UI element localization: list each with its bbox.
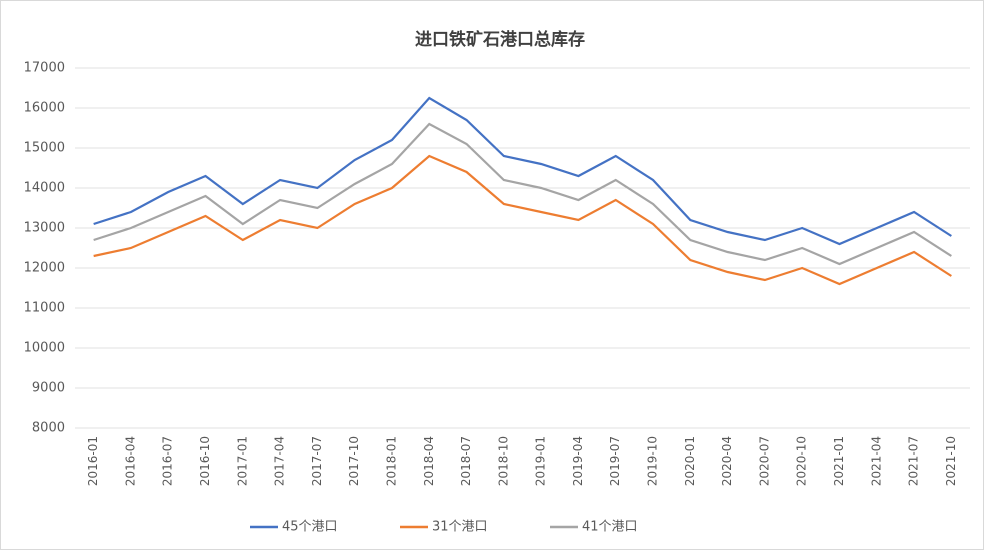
y-tick-label: 9000	[32, 381, 65, 396]
line-series	[93, 154, 952, 286]
y-tick-label: 11000	[24, 301, 65, 316]
y-tick-label: 15000	[24, 141, 65, 156]
x-tick-label: 2020-04	[720, 436, 734, 486]
line-series	[93, 122, 952, 266]
x-tick-label: 2020-01	[683, 436, 697, 486]
x-tick-label: 2018-01	[384, 436, 398, 486]
chart-title: 进口铁矿石港口总库存	[415, 29, 585, 50]
y-tick-label: 8000	[32, 421, 65, 436]
y-tick-label: 17000	[24, 61, 65, 76]
legend-label: 45个港口	[282, 520, 338, 535]
legend-label: 31个港口	[432, 520, 488, 535]
x-tick-label: 2017-04	[273, 436, 287, 486]
y-tick-label: 14000	[24, 181, 65, 196]
x-tick-label: 2017-01	[235, 436, 249, 486]
x-tick-label: 2016-10	[198, 436, 212, 486]
x-tick-label: 2019-04	[571, 436, 585, 486]
x-tick-label: 2020-07	[757, 436, 771, 486]
y-tick-label: 12000	[24, 261, 65, 276]
x-tick-label: 2021-07	[907, 436, 921, 486]
x-tick-label: 2018-07	[459, 436, 473, 486]
x-tick-label: 2021-10	[944, 436, 958, 486]
x-tick-label: 2016-01	[86, 436, 100, 486]
x-tick-label: 2018-10	[496, 436, 510, 486]
x-tick-label: 2019-07	[608, 436, 622, 486]
x-tick-label: 2021-04	[869, 436, 883, 486]
x-tick-label: 2018-04	[422, 436, 436, 486]
x-tick-label: 2019-10	[646, 436, 660, 486]
x-tick-label: 2021-01	[832, 436, 846, 486]
y-tick-label: 13000	[24, 221, 65, 236]
y-tick-label: 16000	[24, 101, 65, 116]
line-series	[93, 96, 952, 246]
x-tick-label: 2019-01	[534, 436, 548, 486]
x-tick-label: 2017-07	[310, 436, 324, 486]
legend-label: 41个港口	[582, 520, 638, 535]
y-tick-label: 10000	[24, 341, 65, 356]
x-tick-label: 2017-10	[347, 436, 361, 486]
x-tick-label: 2016-04	[123, 436, 137, 486]
x-tick-label: 2020-10	[795, 436, 809, 486]
x-tick-label: 2016-07	[161, 436, 175, 486]
